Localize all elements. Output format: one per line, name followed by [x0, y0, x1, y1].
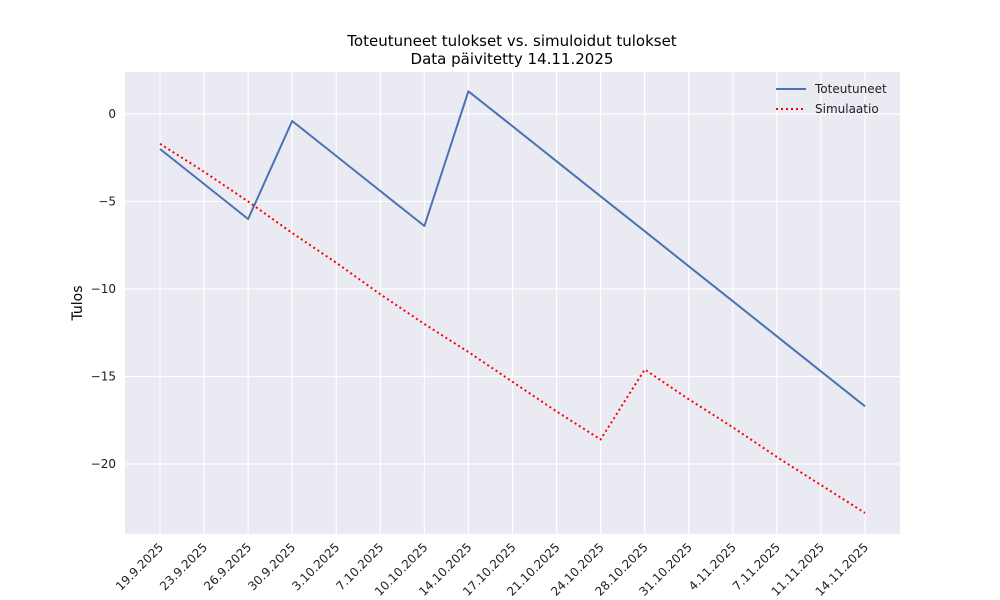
- y-tick-label: −5: [98, 195, 116, 209]
- series-line-toteutuneet: [159, 90, 866, 408]
- y-axis-label: Tulos: [70, 285, 86, 321]
- y-tick-label: −10: [91, 282, 116, 296]
- legend-label-simulaatio: Simulaatio: [815, 102, 879, 116]
- chart-title: Toteutuneet tulokset vs. simuloidut tulo…: [346, 32, 677, 50]
- legend-label-toteutuneet: Toteutuneet: [814, 82, 887, 96]
- x-tick-labels: 19.9.202523.9.202526.9.202530.9.20253.10…: [113, 540, 871, 598]
- y-tick-labels: 0 −5 −10 −15 −20: [91, 107, 116, 471]
- series-line-simulaatio: [159, 142, 866, 514]
- chart-subtitle: Data päivitetty 14.11.2025: [411, 50, 614, 68]
- legend: Toteutuneet Simulaatio: [776, 82, 887, 116]
- series-layer: [159, 90, 866, 514]
- y-tick-label: 0: [108, 107, 116, 121]
- grid-lines: [125, 72, 900, 534]
- y-tick-label: −15: [91, 370, 116, 384]
- y-tick-label: −20: [91, 457, 116, 471]
